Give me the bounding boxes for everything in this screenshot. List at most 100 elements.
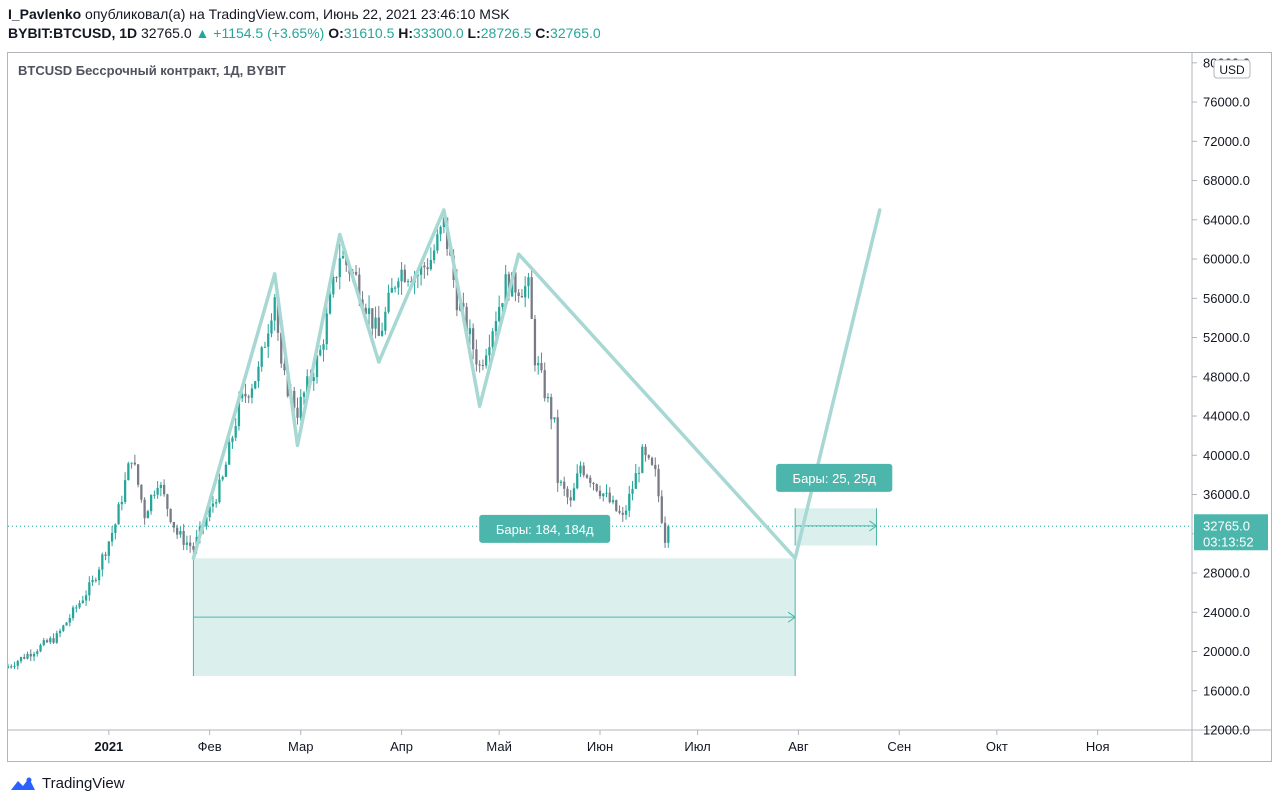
candle-body bbox=[436, 234, 439, 251]
tradingview-brand[interactable]: TradingView bbox=[10, 775, 125, 792]
candle-body bbox=[55, 633, 58, 643]
candle-body bbox=[91, 579, 94, 583]
candle-body bbox=[611, 500, 615, 503]
candle-body bbox=[514, 272, 517, 293]
price-tick-label: 12000.0 bbox=[1203, 723, 1250, 738]
date-range-label-box bbox=[479, 514, 611, 543]
candle-body bbox=[426, 267, 429, 270]
price-tick-label: 52000.0 bbox=[1203, 330, 1250, 345]
candle-body bbox=[166, 494, 169, 509]
candle-body bbox=[641, 446, 644, 473]
candle-body bbox=[123, 480, 127, 502]
candle-body bbox=[592, 482, 595, 485]
candle-body bbox=[257, 366, 260, 382]
candle-body bbox=[299, 396, 302, 418]
candle-body bbox=[384, 311, 387, 331]
candle-body bbox=[527, 277, 530, 287]
price-tick-label: 68000.0 bbox=[1203, 173, 1250, 188]
candle-body bbox=[335, 277, 338, 279]
candle-body bbox=[585, 475, 589, 478]
candle-body bbox=[550, 397, 553, 420]
candle-body bbox=[71, 607, 75, 619]
high-label: H: bbox=[398, 25, 414, 41]
candle-body bbox=[110, 532, 114, 542]
candle-body bbox=[595, 484, 598, 491]
candle-body bbox=[224, 464, 228, 477]
candle-body bbox=[618, 510, 621, 513]
candle-body bbox=[153, 494, 156, 496]
candle-body bbox=[589, 477, 592, 483]
candle-body bbox=[247, 396, 250, 398]
candle-body bbox=[488, 347, 491, 356]
candle-body bbox=[660, 496, 663, 523]
change-value: +1154.5 (+3.65%) bbox=[213, 25, 325, 41]
candle-body bbox=[280, 332, 283, 364]
candle-body bbox=[52, 638, 55, 643]
candle-body bbox=[306, 376, 309, 393]
date-range-label-box bbox=[776, 463, 893, 492]
candle-body bbox=[579, 465, 582, 474]
author-name[interactable]: I_Pavlenko bbox=[8, 6, 82, 22]
candle-body bbox=[208, 506, 211, 518]
currency-label: USD bbox=[1219, 63, 1245, 77]
currency-box bbox=[1213, 59, 1251, 79]
candle-body bbox=[475, 349, 478, 365]
date-range-arrow-head bbox=[787, 611, 797, 623]
candle-body bbox=[644, 446, 647, 456]
candle-body bbox=[472, 328, 475, 350]
candle-body bbox=[647, 455, 650, 458]
time-tick-label: Май bbox=[486, 739, 511, 754]
candle-body bbox=[117, 504, 120, 525]
candle-body bbox=[270, 320, 273, 334]
candle-body bbox=[114, 524, 117, 533]
candle-body bbox=[325, 313, 328, 345]
candle-body bbox=[26, 653, 29, 659]
candle-body bbox=[455, 279, 459, 311]
candle-body bbox=[185, 542, 189, 545]
candle-body bbox=[442, 217, 446, 227]
candle-body bbox=[42, 640, 45, 646]
candle-body bbox=[576, 473, 579, 489]
candle-body bbox=[598, 490, 602, 497]
time-tick-label: Авг bbox=[788, 739, 809, 754]
candle-body bbox=[663, 522, 667, 543]
candle-body bbox=[39, 645, 42, 652]
high-value: 33300.0 bbox=[413, 25, 464, 41]
candle-body bbox=[387, 292, 390, 312]
candle-body bbox=[10, 666, 13, 668]
candle-body bbox=[371, 308, 374, 329]
candle-body bbox=[439, 226, 442, 235]
candle-body bbox=[608, 492, 611, 503]
candle-body bbox=[296, 407, 299, 418]
candle-body bbox=[218, 479, 221, 503]
candle-body bbox=[390, 287, 393, 293]
plot-area bbox=[8, 208, 1192, 677]
candle-body bbox=[563, 481, 566, 489]
candle-body bbox=[276, 297, 280, 333]
candle-body bbox=[88, 582, 91, 596]
candle-body bbox=[231, 437, 234, 443]
candle-body bbox=[543, 370, 546, 399]
candle-body bbox=[667, 526, 670, 543]
candle-body bbox=[127, 463, 130, 481]
bar-countdown-label: 03:13:52 bbox=[1203, 534, 1254, 549]
candle-body bbox=[36, 651, 39, 654]
symbol-label: BYBIT:BTCUSD, 1D bbox=[8, 25, 138, 41]
candle-body bbox=[615, 500, 618, 511]
low-label: L: bbox=[467, 25, 481, 41]
last-price-axis-label: 32765.0 bbox=[1203, 518, 1250, 533]
candle-body bbox=[81, 600, 84, 603]
candle-body bbox=[156, 487, 159, 495]
candle-body bbox=[8, 666, 10, 669]
price-tick-label: 24000.0 bbox=[1203, 605, 1250, 620]
candle-body bbox=[267, 333, 270, 347]
candle-body bbox=[533, 318, 537, 366]
candle-body bbox=[650, 457, 654, 465]
candle-body bbox=[400, 269, 403, 282]
candle-body bbox=[654, 464, 657, 470]
candle-body bbox=[29, 653, 32, 657]
candle-body bbox=[172, 522, 176, 528]
candle-body bbox=[169, 508, 172, 523]
candle-body bbox=[19, 657, 23, 662]
